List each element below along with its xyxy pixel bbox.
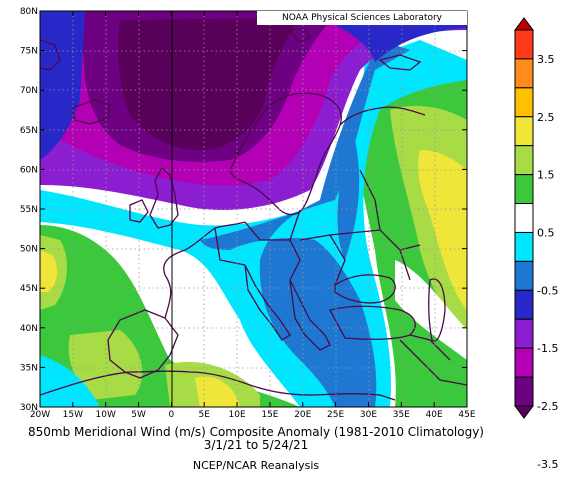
colorbar-segment	[514, 260, 534, 291]
contour-fill	[40, 11, 467, 407]
credit-label: NOAA Physical Sciences Laboratory	[257, 11, 467, 25]
lon-tick-label: 25E	[327, 410, 344, 420]
colorbar-segment	[514, 116, 534, 147]
colorbar-labels: 3.5 2.5 1.5 0.5 -0.5 -1.5 -2.5 -3.5	[537, 53, 558, 471]
colorbar-label: -0.5	[537, 284, 558, 297]
lon-tick-label: 20W	[30, 410, 50, 420]
colorbar-label: 2.5	[537, 111, 555, 124]
colorbar-label: -2.5	[537, 400, 558, 413]
lon-tick-label: 5W	[131, 410, 146, 420]
lon-tick-label: 5E	[199, 410, 211, 420]
colorbar-segment	[514, 87, 534, 118]
colorbar-segment	[514, 145, 534, 176]
lon-tick-label: 15W	[63, 410, 83, 420]
colorbar-segment	[514, 318, 534, 349]
colorbar	[514, 17, 534, 419]
lat-tick-label: 45N	[20, 284, 38, 294]
lon-tick-label: 40E	[426, 410, 443, 420]
lat-tick-label: 50N	[20, 245, 38, 255]
caption-dates: 3/1/21 to 5/24/21	[203, 438, 309, 452]
graticule	[40, 11, 467, 407]
colorbar-label: 1.5	[537, 169, 555, 182]
colorbar-segment	[514, 174, 534, 205]
lon-tick-label: 0	[169, 410, 175, 420]
lat-tick-label: 30N	[20, 403, 38, 413]
longitude-labels: 20W 15W 10W 5W 0 5E 10E 15E 20E 25E 30E 35E 40E 45E	[30, 410, 476, 420]
colorbar-label: 0.5	[537, 226, 555, 239]
lon-tick-label: 30E	[360, 410, 377, 420]
lon-tick-label: 45E	[458, 410, 475, 420]
lon-tick-label: 20E	[294, 410, 311, 420]
latitude-labels: 80N 75N 70N 65N 60N 55N 50N 45N 40N 35N 30N	[20, 7, 38, 413]
lat-tick-label: 60N	[20, 165, 38, 175]
colorbar-segment	[514, 58, 534, 89]
colorbar-segment	[514, 203, 534, 233]
lat-tick-label: 55N	[20, 205, 38, 215]
lat-tick-label: 75N	[20, 47, 38, 57]
lat-tick-label: 80N	[20, 7, 38, 17]
colorbar-segment	[514, 347, 534, 378]
colorbar-label: 3.5	[537, 53, 555, 66]
lat-tick-label: 70N	[20, 86, 38, 96]
lon-tick-label: 10W	[96, 410, 116, 420]
coastlines	[40, 27, 467, 401]
colorbar-segment	[514, 29, 534, 60]
colorbar-bottom-arrow	[514, 405, 534, 419]
colorbar-label: -3.5	[537, 458, 558, 471]
lon-tick-label: 35E	[393, 410, 410, 420]
lat-tick-label: 35N	[20, 363, 38, 373]
lat-tick-label: 65N	[20, 126, 38, 136]
colorbar-segment	[514, 289, 534, 320]
colorbar-segment	[514, 376, 534, 407]
colorbar-label: -1.5	[537, 342, 558, 355]
colorbar-segment	[514, 231, 534, 262]
lon-tick-label: 15E	[261, 410, 278, 420]
lat-tick-label: 40N	[20, 324, 38, 334]
caption-source: NCEP/NCAR Reanalysis	[192, 459, 320, 472]
lon-tick-label: 10E	[229, 410, 246, 420]
caption-title: 850mb Meridional Wind (m/s) Composite An…	[28, 425, 484, 439]
colorbar-top-arrow	[514, 17, 534, 31]
